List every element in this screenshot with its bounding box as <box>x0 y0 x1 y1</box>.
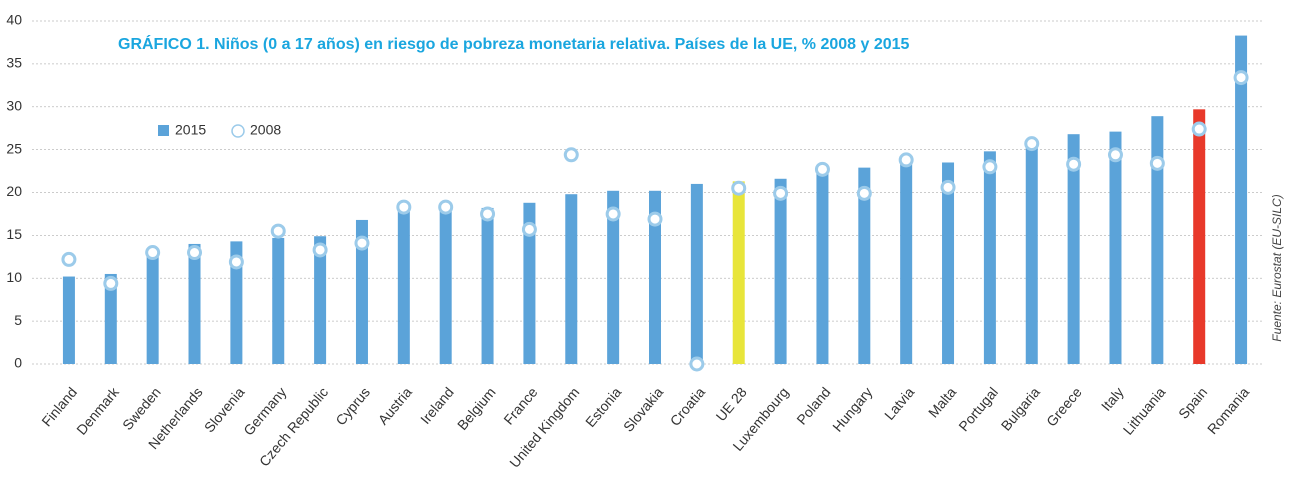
x-tick-label: Slovakia <box>620 384 666 435</box>
marker-2008 <box>61 251 77 267</box>
bar <box>774 178 787 364</box>
y-tick-label: 25 <box>6 140 22 156</box>
bar <box>104 273 117 364</box>
marker-2008 <box>438 199 454 215</box>
y-tick-label: 35 <box>6 55 22 71</box>
bar <box>900 157 913 364</box>
bar <box>397 205 410 364</box>
legend-label: 2008 <box>250 122 281 138</box>
bar <box>858 167 871 364</box>
bar <box>355 219 368 364</box>
marker-2008 <box>731 180 747 196</box>
bar <box>607 190 620 364</box>
source: Fuente: Eurostat (EU-SILC) <box>1270 194 1284 341</box>
chart-title: GRÁFICO 1. Niños (0 a 17 años) en riesgo… <box>118 34 910 53</box>
x-tick-label: Latvia <box>881 384 917 423</box>
marker-2008 <box>647 211 663 227</box>
y-tick-label: 5 <box>14 312 22 328</box>
bar <box>272 237 285 364</box>
x-tick-label: Estonia <box>582 384 624 430</box>
marker-2008 <box>898 152 914 168</box>
legend-label: 2015 <box>175 122 206 138</box>
bar <box>1151 116 1164 365</box>
x-tick-label: Hungary <box>829 384 875 435</box>
marker-2008 <box>1024 136 1040 152</box>
y-tick-label: 20 <box>6 183 22 199</box>
bar <box>1067 134 1080 364</box>
marker-2008 <box>982 159 998 175</box>
bar <box>1025 141 1038 364</box>
marker-2008 <box>228 254 244 270</box>
y-tick-label: 30 <box>6 97 22 113</box>
bar <box>1193 109 1206 364</box>
bar <box>732 181 745 364</box>
marker-2008 <box>689 356 705 372</box>
bar <box>146 252 159 364</box>
marker-2008 <box>940 179 956 195</box>
bar <box>230 241 243 364</box>
bar <box>1109 131 1122 364</box>
legend-swatch <box>158 125 169 136</box>
x-tick-label: Poland <box>793 384 833 428</box>
marker-2008 <box>145 245 161 261</box>
x-tick-label: Greece <box>1043 384 1085 430</box>
legend-swatch <box>231 124 245 138</box>
y-tick-label: 0 <box>14 355 22 371</box>
x-tick-label: Denmark <box>73 383 122 438</box>
bar <box>816 166 829 364</box>
marker-2008 <box>856 185 872 201</box>
bar <box>188 243 201 364</box>
bar <box>565 194 578 364</box>
x-tick-label: Ireland <box>417 384 457 427</box>
y-tick-label: 15 <box>6 226 22 242</box>
bar <box>481 207 494 364</box>
y-tick-label: 40 <box>6 12 22 28</box>
bar <box>523 202 536 364</box>
x-tick-label: UE 28 <box>713 384 750 424</box>
x-tick-label: Lithuania <box>1120 384 1169 438</box>
x-tick-label: France <box>500 384 540 428</box>
x-tick-label: Romania <box>1204 384 1252 437</box>
x-tick-label: Finland <box>38 384 80 429</box>
bar <box>942 162 955 364</box>
bar <box>690 183 703 364</box>
x-tick-label: Spain <box>1175 384 1210 422</box>
x-tick-label: Bulgaria <box>998 384 1043 434</box>
marker-2008 <box>773 185 789 201</box>
x-tick-label: Belgium <box>454 384 499 433</box>
y-tick-label: 10 <box>6 269 22 285</box>
marker-2008 <box>1149 155 1165 171</box>
x-tick-label: Austria <box>375 384 415 428</box>
marker-2008 <box>1107 147 1123 163</box>
bar <box>983 151 996 364</box>
bar <box>439 205 452 364</box>
marker-2008 <box>103 275 119 291</box>
bar <box>62 276 75 364</box>
x-tick-label: Sweden <box>119 384 164 433</box>
x-tick-label: Croatia <box>667 384 708 429</box>
marker-2008 <box>354 235 370 251</box>
bar <box>1235 35 1248 364</box>
x-tick-label: Portugal <box>955 384 1001 434</box>
marker-2008 <box>605 206 621 222</box>
marker-2008 <box>270 223 286 239</box>
marker-2008 <box>814 161 830 177</box>
marker-2008 <box>312 242 328 258</box>
bar <box>314 236 327 364</box>
x-tick-label: Italy <box>1098 384 1127 414</box>
marker-2008 <box>563 147 579 163</box>
marker-2008 <box>396 199 412 215</box>
marker-2008 <box>1233 70 1249 86</box>
marker-2008 <box>480 206 496 222</box>
x-tick-label: Malta <box>925 384 959 421</box>
marker-2008 <box>187 245 203 261</box>
bar <box>649 190 661 364</box>
marker-2008 <box>1066 156 1082 172</box>
marker-2008 <box>1191 121 1207 137</box>
marker-2008 <box>521 221 537 237</box>
x-tick-label: Cyprus <box>332 384 373 428</box>
